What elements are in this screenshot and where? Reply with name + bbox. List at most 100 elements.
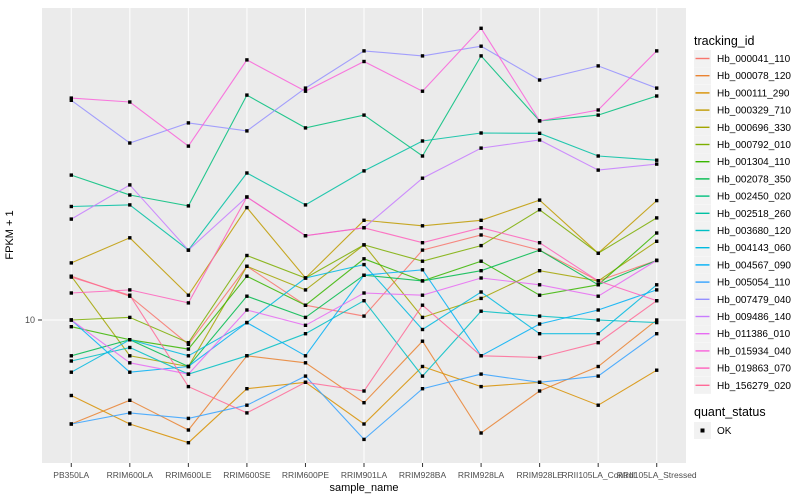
- data-point-marker: [420, 303, 425, 307]
- data-point-marker: [420, 279, 425, 283]
- legend-item-Hb_000792_010: Hb_000792_010: [694, 136, 791, 153]
- legend-item-Hb_004143_060: Hb_004143_060: [694, 239, 791, 257]
- data-point-marker: [245, 387, 249, 391]
- quant-status-title: quant_status: [694, 405, 766, 419]
- data-point-marker: [69, 291, 73, 295]
- data-point-marker: [479, 431, 483, 435]
- data-point-marker: [186, 441, 191, 445]
- data-point-marker: [69, 275, 73, 279]
- data-point-marker: [479, 243, 483, 248]
- data-point-marker: [420, 89, 425, 93]
- data-point-marker: [303, 354, 308, 358]
- legend-item-label: Hb_002078_350: [717, 174, 791, 185]
- data-point-marker: [420, 139, 425, 143]
- data-point-marker: [362, 389, 366, 393]
- data-point-marker: [303, 303, 308, 307]
- data-point-marker: [186, 248, 191, 252]
- data-point-marker: [245, 308, 249, 312]
- legend-item-label: Hb_003680_120: [717, 226, 791, 237]
- data-point-marker: [245, 264, 249, 268]
- data-point-marker: [479, 276, 483, 280]
- data-point-marker: [128, 422, 132, 426]
- data-point-marker: [655, 49, 659, 53]
- quant-status-marker-icon: [700, 428, 705, 433]
- data-point-marker: [479, 218, 483, 222]
- legend-item-Hb_011386_010: Hb_011386_010: [694, 325, 791, 343]
- data-point-marker: [69, 354, 73, 358]
- data-point-marker: [537, 314, 542, 318]
- data-point-marker: [596, 364, 600, 369]
- data-point-marker: [245, 274, 249, 278]
- data-point-marker: [128, 315, 132, 320]
- data-point-marker: [69, 370, 73, 374]
- legend-item-label: Hb_000696_330: [717, 123, 791, 134]
- data-point-markers: [69, 26, 659, 445]
- data-point-marker: [186, 341, 191, 345]
- legend-item-Hb_001304_110: Hb_001304_110: [694, 153, 791, 171]
- legend-item-label: Hb_000078_120: [717, 71, 791, 82]
- quant-status-item: OK: [694, 422, 732, 439]
- data-point-marker: [479, 26, 483, 30]
- data-point-marker: [303, 380, 308, 384]
- data-point-marker: [596, 108, 600, 112]
- data-point-marker: [537, 283, 542, 287]
- data-point-marker: [245, 205, 249, 210]
- data-point-marker: [69, 318, 73, 322]
- legend-item-label: Hb_004567_090: [717, 260, 791, 271]
- y-axis-tick-labels: 10: [25, 315, 35, 325]
- data-point-marker: [128, 203, 132, 207]
- data-point-marker: [655, 283, 659, 287]
- data-point-marker: [596, 403, 600, 407]
- quant-status-label: OK: [717, 426, 732, 437]
- data-point-marker: [303, 315, 308, 320]
- data-point-marker: [537, 248, 542, 252]
- data-point-marker: [69, 393, 73, 398]
- data-point-marker: [303, 361, 308, 365]
- data-point-marker: [186, 144, 191, 148]
- data-point-marker: [186, 121, 191, 125]
- legend-items: Hb_000041_110 Hb_000078_120 Hb_000111_290 H…: [694, 50, 791, 394]
- x-tick-label: RRII105LA_Control: [561, 470, 635, 480]
- data-point-marker: [479, 372, 483, 376]
- data-point-marker: [303, 89, 308, 93]
- data-point-marker: [128, 398, 132, 402]
- data-point-marker: [655, 288, 659, 292]
- x-tick-label: RRIM600SE: [223, 470, 271, 480]
- data-point-marker: [420, 293, 425, 297]
- legend-item-label: Hb_002450_020: [717, 192, 791, 203]
- data-point-marker: [186, 293, 191, 297]
- y-axis-title: FPKM + 1: [4, 210, 16, 259]
- data-point-marker: [537, 208, 542, 212]
- legend-item-label: Hb_005054_110: [717, 278, 791, 289]
- gridlines: [42, 8, 686, 463]
- data-point-marker: [420, 241, 425, 245]
- data-point-marker: [362, 422, 366, 426]
- data-point-marker: [655, 332, 659, 336]
- data-point-marker: [245, 93, 249, 97]
- data-point-marker: [479, 269, 483, 273]
- data-point-marker: [479, 233, 483, 237]
- data-point-marker: [596, 308, 600, 312]
- legend-item-Hb_002450_020: Hb_002450_020: [694, 187, 791, 205]
- x-tick-label: PB350LA: [53, 470, 89, 480]
- data-point-marker: [479, 226, 483, 230]
- legend-item-Hb_156279_020: Hb_156279_020: [694, 376, 791, 394]
- data-point-marker: [128, 361, 132, 365]
- legend-item-label: Hb_009486_140: [717, 312, 791, 323]
- data-point-marker: [479, 354, 483, 358]
- data-point-marker: [537, 138, 542, 142]
- legend-item-label: Hb_000792_010: [717, 140, 791, 151]
- data-point-marker: [128, 345, 132, 350]
- data-point-marker: [479, 44, 483, 48]
- data-point-marker: [420, 374, 425, 378]
- legend-item-label: Hb_000111_290: [717, 88, 790, 99]
- data-point-marker: [537, 389, 542, 393]
- legend-item-Hb_005054_110: Hb_005054_110: [694, 273, 791, 291]
- legend-item-label: Hb_004143_060: [717, 243, 791, 254]
- data-point-marker: [303, 203, 308, 207]
- data-point-marker: [128, 354, 132, 358]
- data-point-marker: [655, 86, 659, 90]
- data-point-marker: [420, 224, 425, 228]
- data-point-marker: [245, 129, 249, 133]
- data-point-marker: [420, 315, 425, 320]
